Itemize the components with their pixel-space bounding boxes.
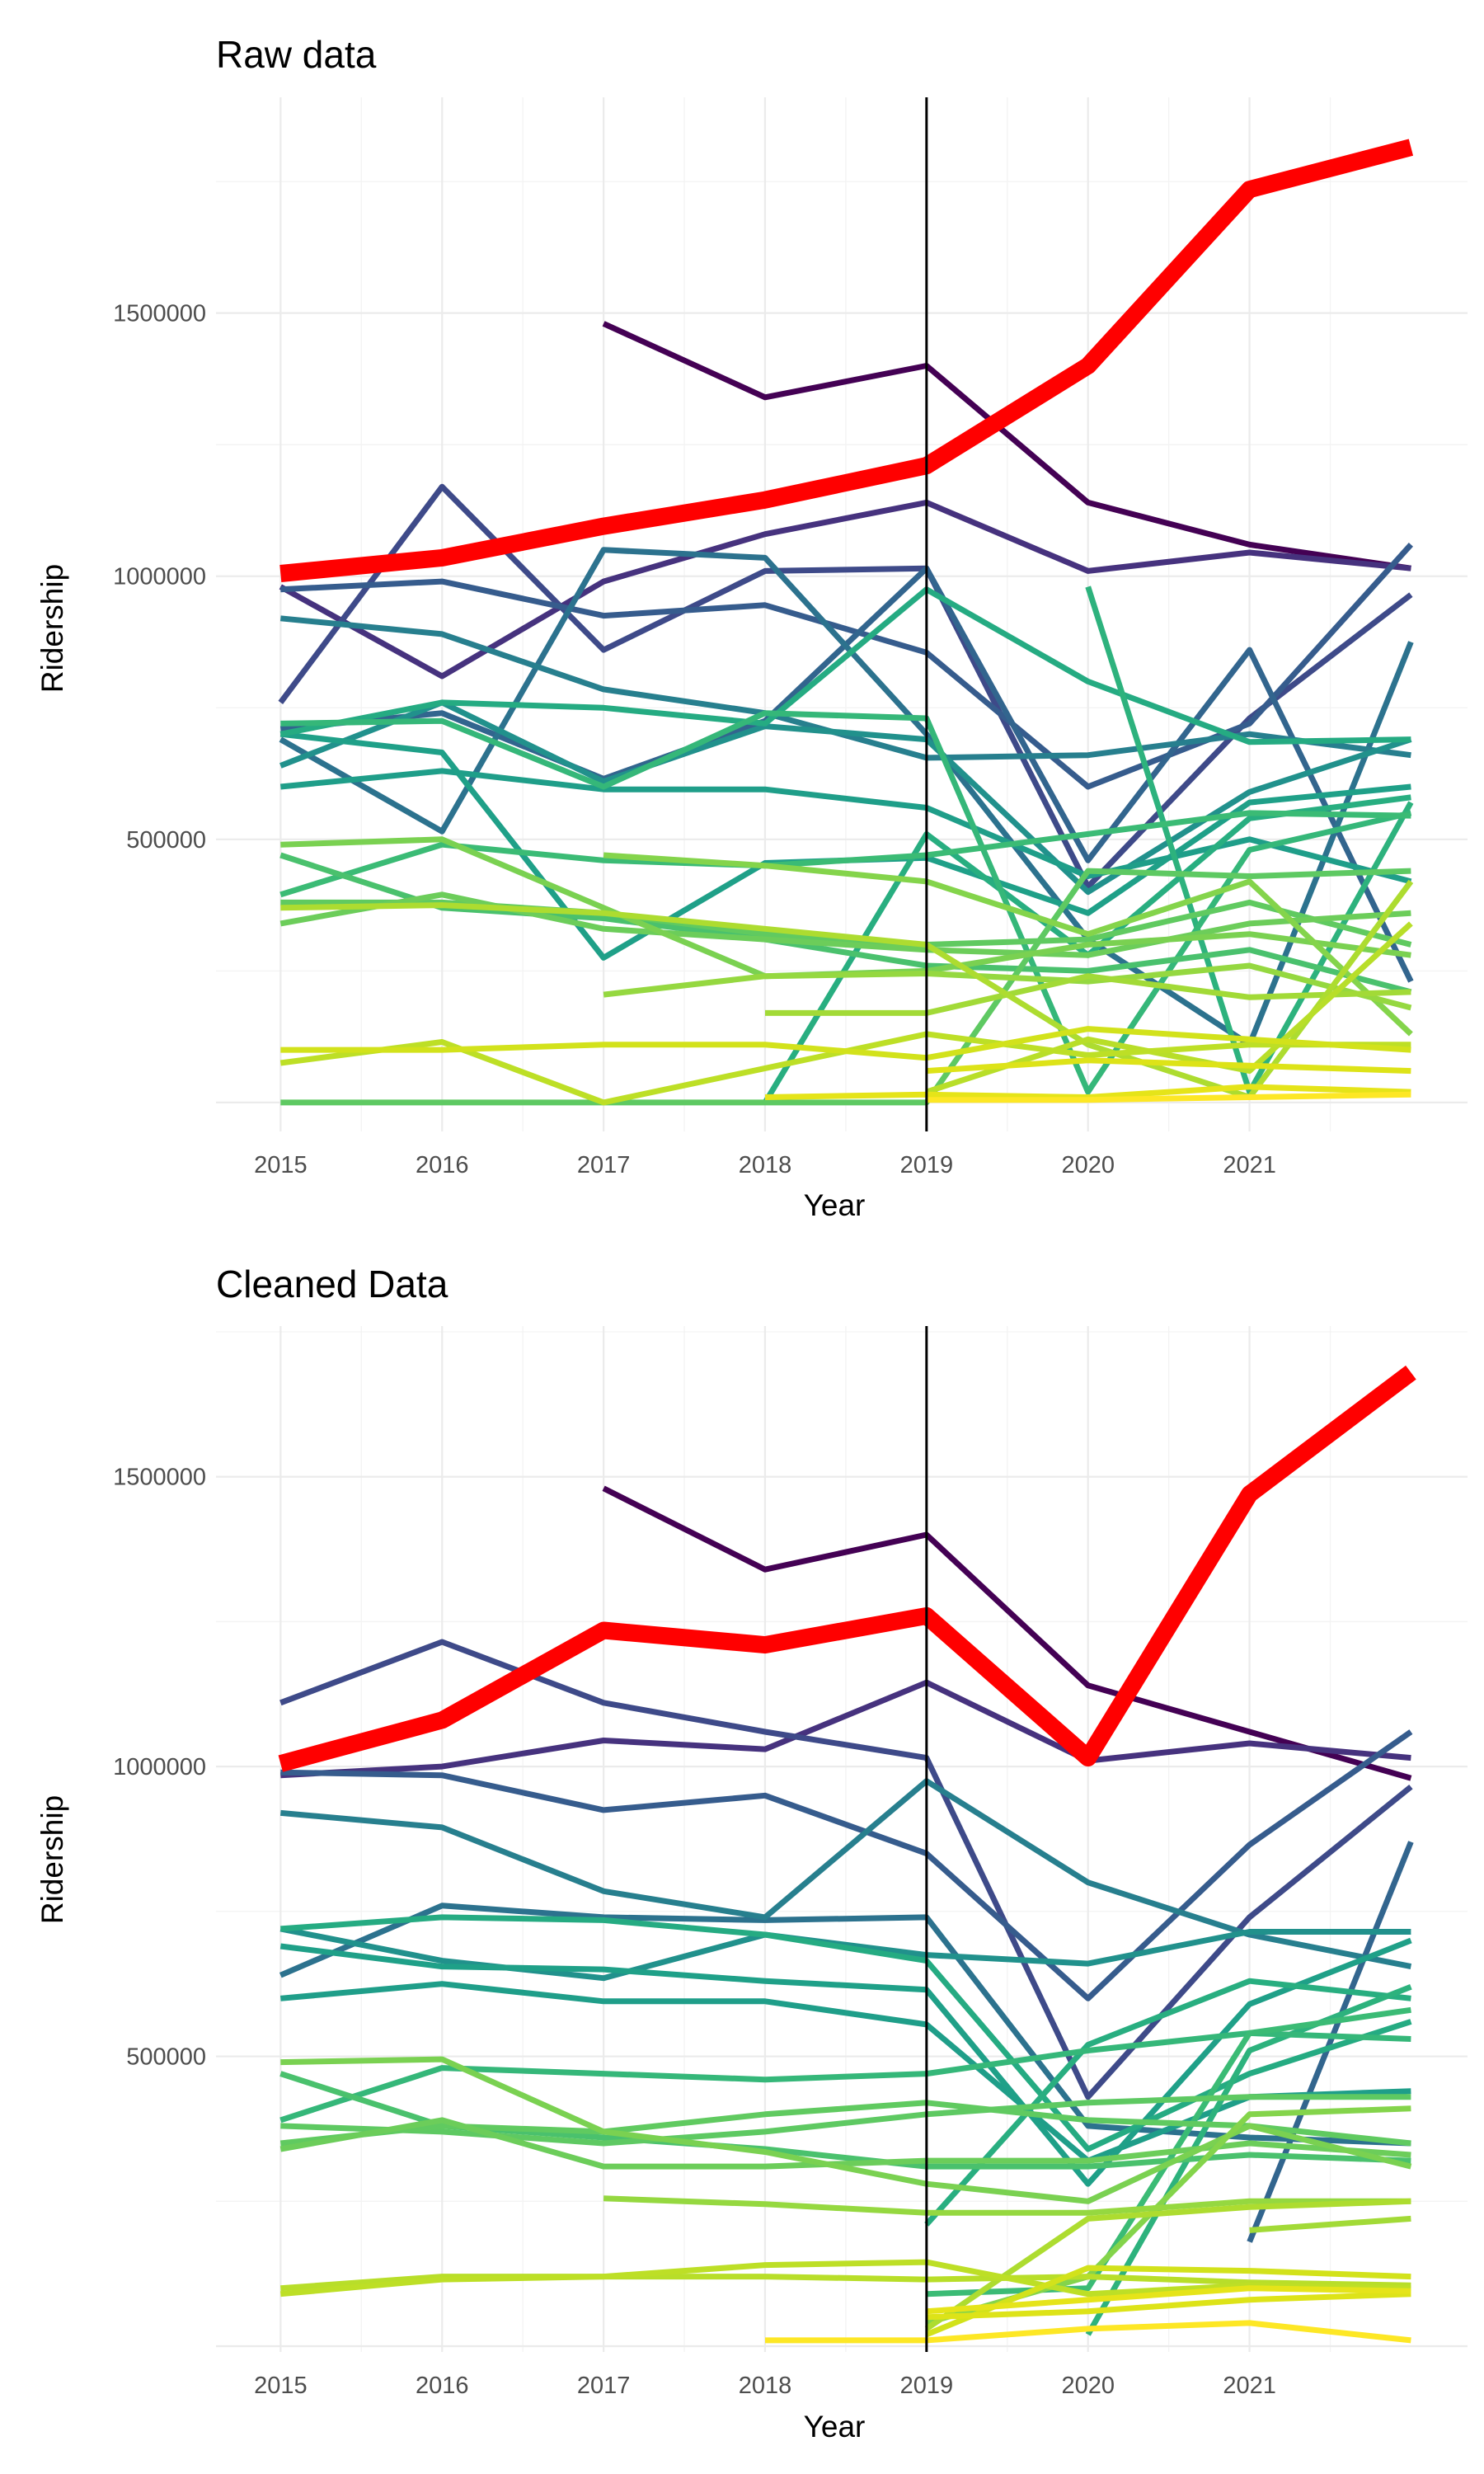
cleaned-series-line-3 (279, 1639, 1413, 2100)
raw-series-line-11 (279, 586, 1411, 745)
raw-y-tick-label: 500000 (126, 827, 206, 854)
raw-series-line-19 (279, 891, 1411, 958)
raw-series-line-1 (602, 321, 1411, 571)
cleaned-y-tick-label: 1500000 (113, 1465, 206, 1491)
raw-series-line-3 (278, 483, 1413, 890)
raw-series-line-8 (279, 699, 1412, 896)
cleaned-series-line-19 (279, 2117, 1411, 2170)
raw-series-line-30 (926, 1091, 1411, 1103)
raw-x-tick-label: 2019 (900, 1152, 954, 1178)
cleaned-data-title: Cleaned Data (216, 1263, 448, 1305)
raw-series-line-9 (279, 768, 1412, 885)
cleaned-x-tick-label: 2018 (739, 2373, 792, 2399)
cleaned-series-line-24 (924, 2198, 1411, 2331)
raw-x-tick-labels: 2015 2016 2017 2018 2019 2020 2021 (254, 1152, 1276, 1178)
raw-y-tick-labels: 500000 1000000 1500000 (113, 301, 206, 854)
cleaned-series-line-28 (926, 2291, 1411, 2321)
cleaned-series-line-9 (279, 1981, 1411, 2164)
cleaned-x-tick-label: 2016 (416, 2373, 469, 2399)
raw-highlight-series-line (279, 139, 1414, 582)
raw-x-tick-label: 2017 (577, 1152, 631, 1178)
raw-x-tick-label: 2016 (416, 1152, 469, 1178)
raw-y-tick-label: 1500000 (113, 301, 206, 327)
cleaned-x-axis-title: Year (804, 2410, 866, 2443)
raw-highlight-line (279, 139, 1414, 582)
cleaned-y-axis-title: Ridership (35, 1795, 69, 1924)
cleaned-x-tick-label: 2021 (1223, 2373, 1276, 2399)
cleaned-x-tick-label: 2015 (254, 2373, 308, 2399)
cleaned-x-tick-label: 2020 (1061, 2373, 1115, 2399)
cleaned-x-tick-label: 2017 (577, 2373, 631, 2399)
cleaned-series-line-22 (603, 2195, 1411, 2216)
raw-y-tick-label: 1000000 (113, 564, 206, 590)
cleaned-x-tick-label: 2019 (900, 2373, 954, 2399)
cleaned-series-line-2 (280, 1679, 1411, 1779)
cleaned-y-tick-label: 500000 (126, 2044, 206, 2071)
raw-x-tick-label: 2021 (1223, 1152, 1276, 1178)
raw-series-line-2 (279, 499, 1411, 680)
cleaned-series-line-4 (280, 1729, 1413, 2001)
cleaned-highlight-line (278, 1365, 1416, 1772)
raw-series-line-21 (603, 852, 1413, 1037)
cleaned-series-line-5 (1247, 1841, 1414, 2243)
raw-x-axis-title: Year (804, 1188, 866, 1222)
cleaned-series-line-7 (279, 1778, 1412, 1970)
raw-series-line-27 (280, 1026, 1411, 1061)
cleaned-series-line-27 (925, 2265, 1411, 2338)
cleaned-series-lines (279, 1485, 1414, 2344)
raw-series-line-16 (279, 852, 1412, 995)
cleaned-series-line-12 (924, 1978, 1411, 2227)
cleaned-series-line-13 (1085, 1983, 1412, 2336)
cleaned-data-panel: Cleaned Data 2015 2016 2017 2018 2019 2020 202… (35, 1263, 1468, 2443)
cleaned-y-tick-labels: 500000 1000000 1500000 (113, 1465, 206, 2071)
raw-series-line-13 (1085, 586, 1414, 1095)
cleaned-x-tick-labels: 2015 2016 2017 2018 2019 2020 2021 (254, 2373, 1276, 2399)
raw-series-line-22 (603, 962, 1412, 1011)
raw-x-tick-label: 2015 (254, 1152, 308, 1178)
raw-x-tick-label: 2018 (739, 1152, 792, 1178)
raw-data-title: Raw data (216, 33, 377, 76)
cleaned-series-line-26 (279, 2259, 1411, 2298)
raw-series-line-23 (765, 973, 1411, 1016)
raw-data-panel: Raw data 2015 2016 2017 2018 2019 2020 2021 50… (35, 33, 1468, 1222)
raw-series-line-17 (280, 868, 1411, 1106)
raw-series-lines (278, 321, 1414, 1106)
raw-series-line-28 (926, 1057, 1411, 1075)
cleaned-series-line-11 (280, 1914, 1412, 2152)
cleaned-series-line-17 (280, 2094, 1411, 2147)
cleaned-series-line-30 (765, 2320, 1411, 2344)
raw-x-tick-label: 2020 (1061, 1152, 1115, 1178)
cleaned-y-tick-label: 1000000 (113, 1754, 206, 1780)
raw-y-axis-title: Ridership (35, 564, 69, 693)
raw-series-line-15 (279, 810, 1411, 898)
cleaned-series-line-29 (926, 2285, 1411, 2315)
cleaned-series-line-1 (602, 1485, 1412, 1781)
cleaned-highlight-series-line (278, 1365, 1416, 1772)
cleaned-series-line-23 (1249, 2215, 1411, 2233)
